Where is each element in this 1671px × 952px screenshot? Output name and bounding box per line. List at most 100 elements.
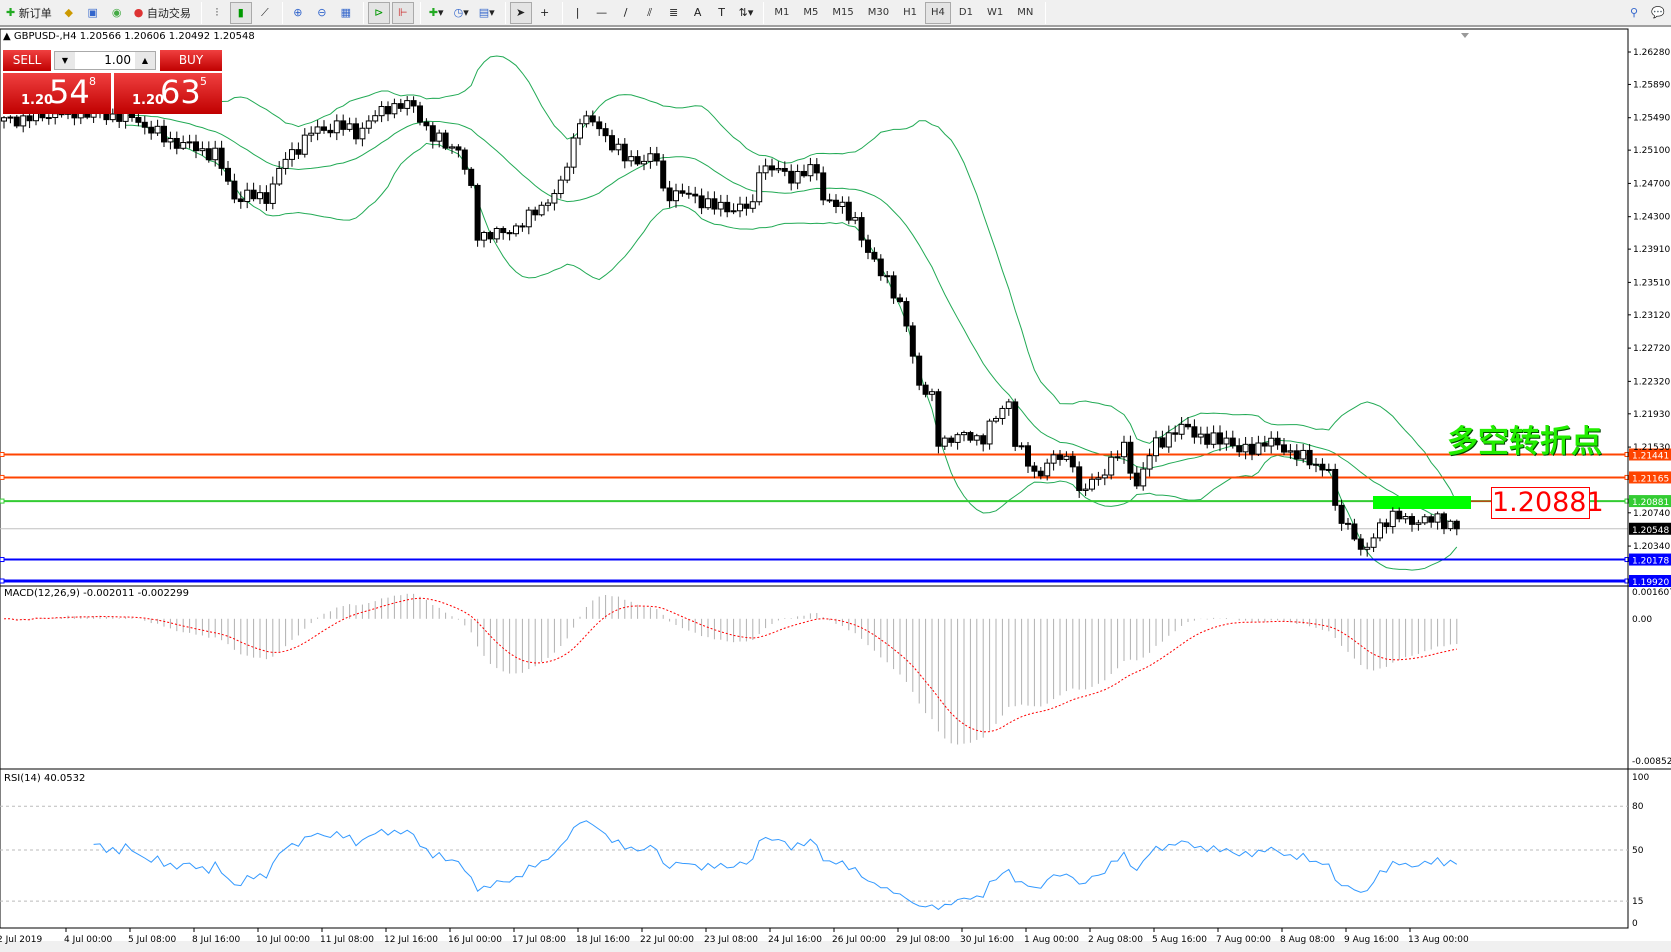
lot-field[interactable]: 1.00 ▼ ▲ xyxy=(54,51,156,70)
text-label-button[interactable]: T xyxy=(711,2,733,24)
zoom-out-icon: ⊖ xyxy=(317,6,327,19)
text-button[interactable]: A xyxy=(687,2,709,24)
candle-body xyxy=(340,120,347,130)
candle-body xyxy=(634,156,641,165)
pivot-annotation[interactable]: 多空转折点 xyxy=(1447,424,1602,460)
cursor-button[interactable]: ➤ xyxy=(509,1,532,24)
rsi-tick-label: 15 xyxy=(1632,897,1643,907)
new-order-icon: ✚ xyxy=(6,6,16,19)
candle-body xyxy=(1402,516,1409,520)
candle xyxy=(282,152,289,175)
arrows-button[interactable]: ⇅ ▾ xyxy=(738,6,754,19)
new-order-button[interactable]: ✚ 新订单 xyxy=(6,6,52,20)
pivot-price-label[interactable]: 1.20881 xyxy=(1491,487,1604,519)
navigator-button[interactable]: ▣ xyxy=(82,2,104,24)
candle-body xyxy=(167,137,174,143)
time-label: 29 Jul 08:00 xyxy=(896,935,950,945)
candle-body xyxy=(1082,488,1089,491)
candle-body xyxy=(685,192,692,195)
chat-button[interactable]: 💬 xyxy=(1647,2,1669,24)
candle xyxy=(1159,430,1166,449)
candle xyxy=(26,113,33,129)
candle xyxy=(519,222,526,232)
candle-chart-button[interactable]: ▮ xyxy=(229,1,252,24)
candle xyxy=(1114,450,1121,461)
candle xyxy=(461,147,468,175)
timeframe-mn[interactable]: MN xyxy=(1017,7,1034,18)
timeframe-m15[interactable]: M15 xyxy=(832,7,854,18)
candle-body xyxy=(922,384,929,395)
template-icon: ▤ xyxy=(478,6,490,19)
timeframe-h4[interactable]: H4 xyxy=(925,1,951,24)
timeframe-m5[interactable]: M5 xyxy=(803,7,819,18)
candle xyxy=(346,117,353,132)
candle xyxy=(609,129,615,153)
chat-icon: 💬 xyxy=(1651,6,1665,19)
zoom-in-button[interactable]: ⊕ xyxy=(287,2,309,24)
autoscroll-button[interactable]: ⊳ xyxy=(367,1,390,24)
candle xyxy=(877,254,884,281)
trendline-button[interactable]: / xyxy=(615,2,637,24)
sell-button[interactable]: SELL xyxy=(3,50,51,71)
candle-body xyxy=(1229,437,1236,447)
tile-windows-button[interactable]: ▦ xyxy=(335,2,357,24)
candle-body xyxy=(333,120,340,134)
periods-button[interactable]: ◷ ▾ xyxy=(453,6,469,19)
candle xyxy=(481,230,487,248)
chart-shift-button[interactable]: ⊩ xyxy=(391,1,414,24)
fibonacci-button[interactable]: ≣ xyxy=(663,2,685,24)
timeframe-m1[interactable]: M1 xyxy=(774,7,790,18)
lot-increase-button[interactable]: ▲ xyxy=(135,52,155,69)
candle-body xyxy=(1101,474,1108,479)
signals-button[interactable]: ◉ xyxy=(106,2,128,24)
candle xyxy=(922,381,929,398)
candle xyxy=(410,96,417,113)
candle-body xyxy=(852,217,859,221)
buy-button[interactable]: BUY xyxy=(160,50,222,71)
candle-body xyxy=(775,167,782,171)
zoom-out-button[interactable]: ⊖ xyxy=(311,2,333,24)
candle-body xyxy=(1191,426,1198,438)
templates-button[interactable]: ▤ ▾ xyxy=(478,6,495,19)
time-label: 5 Jul 08:00 xyxy=(128,935,177,945)
rsi-tick-label: 100 xyxy=(1632,773,1649,783)
autoscroll-icon: ⊳ xyxy=(374,6,384,19)
one-click-trading-panel: SELL 1.00 ▼ ▲ BUY 1.20 54 8 1.20 63 5 xyxy=(3,50,223,114)
macd-tick-label: 0.00 xyxy=(1632,615,1652,625)
line-chart-button[interactable]: ⟋ xyxy=(254,2,276,24)
candle-body xyxy=(186,141,193,144)
sell-price[interactable]: 1.20 54 8 xyxy=(3,73,111,114)
candle xyxy=(244,182,251,209)
candle-body xyxy=(1434,513,1441,523)
candle xyxy=(1402,513,1409,524)
market-watch-button[interactable]: ◆ xyxy=(58,2,80,24)
crosshair-button[interactable]: + xyxy=(534,2,556,24)
search-button[interactable]: ⚲ xyxy=(1623,2,1645,24)
candle-body xyxy=(1069,455,1076,468)
lot-decrease-button[interactable]: ▼ xyxy=(55,52,75,69)
candle-body xyxy=(961,432,967,436)
auto-trading-button[interactable]: ● 自动交易 xyxy=(133,6,191,20)
candle-body xyxy=(596,121,603,130)
timeframe-w1[interactable]: W1 xyxy=(986,7,1004,18)
vertical-line-button[interactable]: | xyxy=(567,2,589,24)
timeframe-d1[interactable]: D1 xyxy=(958,7,973,18)
candle xyxy=(1095,471,1102,486)
candle xyxy=(1287,444,1294,459)
candle-body xyxy=(1217,432,1223,445)
candle-body xyxy=(493,228,500,240)
timeframe-m30[interactable]: M30 xyxy=(867,7,890,18)
candle-body xyxy=(1268,437,1275,447)
horizontal-line-button[interactable]: — xyxy=(591,2,613,24)
bar-chart-button[interactable]: ⫶ xyxy=(206,2,228,24)
candle-body xyxy=(762,165,769,174)
indicators-button[interactable]: ✚ ▾ xyxy=(428,6,444,19)
equidistant-channel-button[interactable]: ⫽ xyxy=(639,2,661,24)
candle-body xyxy=(973,435,980,441)
candle xyxy=(1229,430,1236,449)
candle-body xyxy=(365,120,372,129)
timeframe-h1[interactable]: H1 xyxy=(903,7,918,18)
buy-price[interactable]: 1.20 63 5 xyxy=(114,73,222,114)
signal-icon: ◉ xyxy=(111,6,122,19)
